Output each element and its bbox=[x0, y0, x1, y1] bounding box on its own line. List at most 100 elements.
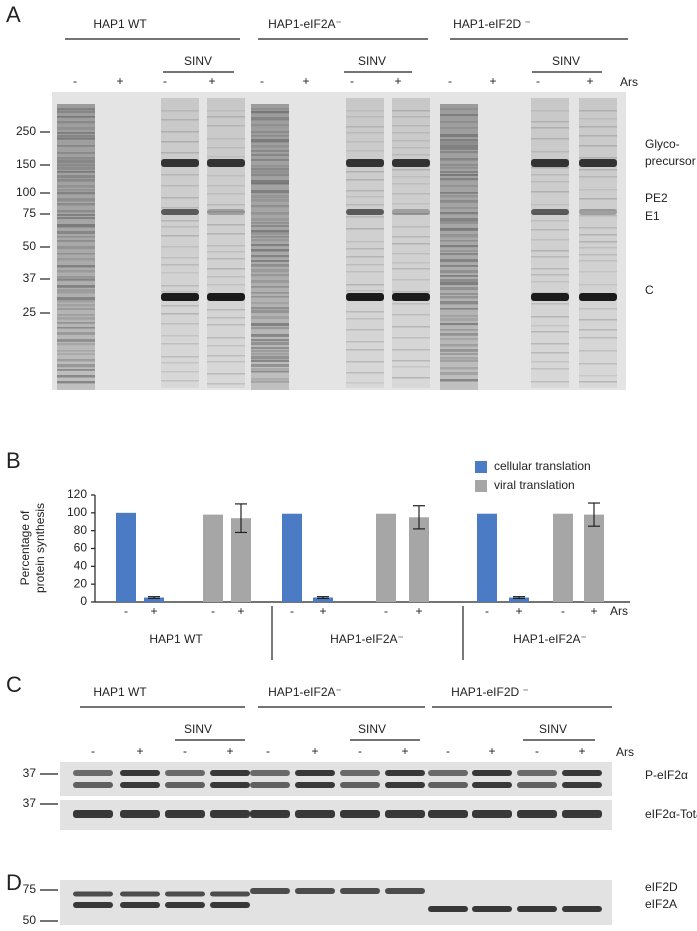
gel-band bbox=[57, 369, 95, 371]
blot-band bbox=[295, 770, 335, 776]
gel-band bbox=[579, 176, 617, 178]
gel-band bbox=[440, 192, 478, 194]
gel-band bbox=[392, 291, 430, 293]
gel-band bbox=[440, 296, 478, 299]
gel-band bbox=[579, 135, 617, 137]
blot-band bbox=[165, 782, 205, 788]
gel-band bbox=[440, 250, 478, 253]
gel-band bbox=[346, 271, 384, 273]
gel-band bbox=[440, 344, 478, 347]
gel-band bbox=[346, 241, 384, 243]
gel-band bbox=[57, 217, 95, 220]
gel-band bbox=[346, 179, 384, 181]
gel-band bbox=[251, 225, 289, 228]
gel-band bbox=[531, 204, 569, 206]
group-label: HAP1 WT bbox=[149, 632, 203, 646]
gel-band bbox=[392, 377, 430, 379]
gel-band bbox=[161, 246, 199, 248]
gel-band bbox=[161, 110, 199, 112]
gel-band bbox=[392, 303, 430, 305]
gel-band bbox=[579, 209, 617, 215]
gel-band bbox=[579, 308, 617, 310]
gel-band bbox=[57, 270, 95, 273]
gel-band bbox=[57, 289, 95, 293]
gel-band bbox=[531, 167, 569, 169]
gel-band bbox=[57, 276, 95, 280]
gel-band bbox=[57, 111, 95, 113]
lane-label: + bbox=[208, 74, 215, 88]
gel-band bbox=[392, 360, 430, 362]
gel-band bbox=[531, 281, 569, 283]
panel-letter: D bbox=[6, 870, 22, 895]
gel-band bbox=[440, 171, 478, 174]
lane-label: + bbox=[401, 744, 408, 758]
lane-label: - bbox=[448, 74, 452, 88]
gel-band bbox=[579, 198, 617, 200]
gel-band bbox=[531, 292, 569, 294]
gel-band bbox=[57, 192, 95, 195]
blot-band bbox=[340, 770, 380, 776]
gel-band bbox=[579, 337, 617, 339]
gel-lane bbox=[579, 98, 617, 388]
gel-band bbox=[440, 318, 478, 322]
gel-band bbox=[251, 212, 289, 215]
gel-band bbox=[161, 313, 199, 315]
marker-label: 250 bbox=[16, 124, 36, 138]
gel-band bbox=[579, 271, 617, 273]
gel-band bbox=[531, 181, 569, 183]
gel-band bbox=[161, 207, 199, 209]
gel-band bbox=[251, 260, 289, 263]
gel-band bbox=[579, 375, 617, 377]
blot-band bbox=[472, 906, 512, 912]
gel-band bbox=[346, 284, 384, 286]
gel-band bbox=[161, 159, 199, 167]
gel-band bbox=[440, 279, 478, 282]
gel-band bbox=[531, 191, 569, 193]
gel-band bbox=[161, 323, 199, 325]
treatment-label: Ars bbox=[610, 604, 628, 618]
group-label: HAP1 WT bbox=[93, 17, 147, 31]
gel-band bbox=[440, 234, 478, 238]
blot-band bbox=[385, 770, 425, 776]
gel-band bbox=[57, 185, 95, 188]
gel-band bbox=[392, 193, 430, 195]
gel-band bbox=[207, 233, 245, 235]
gel-band bbox=[579, 189, 617, 191]
blot-band bbox=[250, 782, 290, 788]
blot-band bbox=[165, 902, 205, 908]
bar bbox=[282, 513, 302, 602]
x-tick-label: + bbox=[415, 604, 422, 618]
gel-lane bbox=[57, 104, 95, 390]
gel-band bbox=[57, 353, 95, 356]
infection-label: SINV bbox=[552, 54, 580, 68]
lane-label: + bbox=[489, 74, 496, 88]
blot-band bbox=[472, 782, 512, 788]
group-label: HAP1-eIF2A⁻ bbox=[513, 632, 587, 646]
gel-band bbox=[161, 185, 199, 187]
gel-band bbox=[531, 331, 569, 333]
gel-band bbox=[161, 291, 199, 293]
gel-band bbox=[251, 190, 289, 194]
gel-band bbox=[579, 234, 617, 236]
gel-band bbox=[207, 309, 245, 311]
gel-band bbox=[57, 285, 95, 288]
blot-band bbox=[517, 810, 557, 818]
blot-band bbox=[120, 902, 160, 908]
gel-band bbox=[392, 132, 430, 134]
gel-band bbox=[531, 121, 569, 123]
lane-label: + bbox=[116, 74, 123, 88]
gel-band bbox=[251, 174, 289, 177]
blot-band bbox=[210, 770, 250, 776]
gel-band bbox=[251, 302, 289, 305]
gel-band bbox=[346, 159, 384, 167]
gel-band bbox=[161, 285, 199, 287]
group-label: HAP1-eIF2A⁻ bbox=[330, 632, 404, 646]
gel-band bbox=[207, 373, 245, 375]
lane-label: - bbox=[350, 74, 354, 88]
gel-band bbox=[251, 108, 289, 111]
gel-band bbox=[579, 247, 617, 249]
gel-band bbox=[579, 293, 617, 301]
gel-band bbox=[251, 135, 289, 137]
gel-band bbox=[57, 292, 95, 294]
